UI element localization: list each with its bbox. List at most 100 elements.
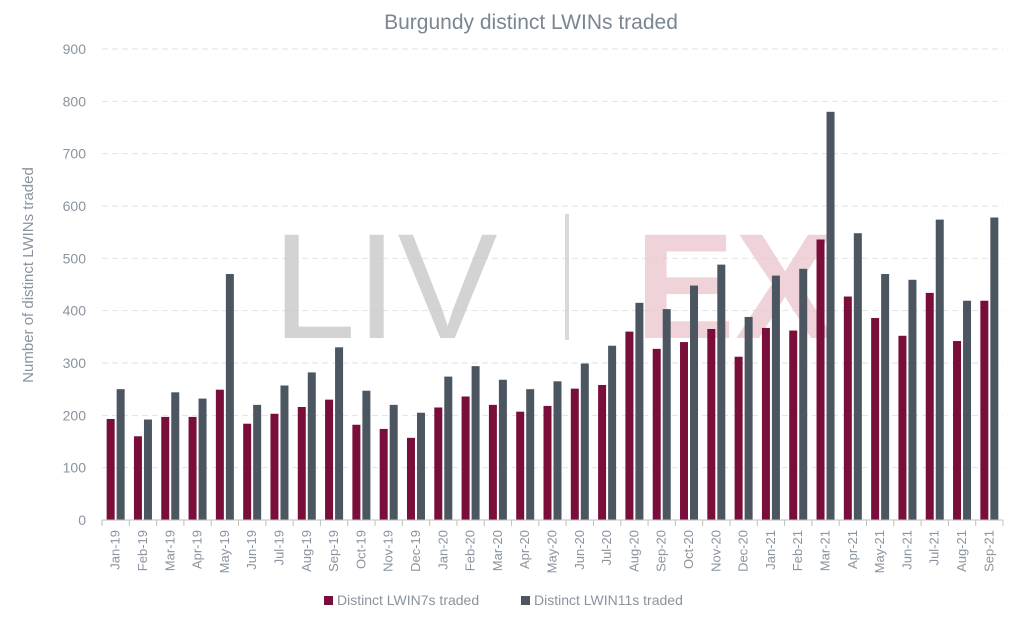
y-axis-label: Number of distinct LWINs traded xyxy=(20,167,37,383)
bar-lwin7 xyxy=(488,404,497,520)
x-tick-label: Feb-19 xyxy=(135,530,150,571)
x-tick-label: Feb-21 xyxy=(790,530,805,571)
bar-lwin7 xyxy=(325,399,334,520)
x-tick-label: Apr-19 xyxy=(190,530,205,569)
x-tick-label: Mar-21 xyxy=(818,530,833,571)
y-tick-label: 300 xyxy=(63,355,87,371)
x-tick-label: Sep-19 xyxy=(326,530,341,572)
bar-lwin7 xyxy=(598,384,607,520)
y-tick-label: 900 xyxy=(63,41,87,57)
legend-label-lwin7: Distinct LWIN7s traded xyxy=(337,592,479,608)
bar-lwin11 xyxy=(662,309,671,520)
bar-lwin7 xyxy=(106,418,115,520)
bar-lwin11 xyxy=(853,233,862,521)
bar-lwin11 xyxy=(280,385,289,520)
y-tick-label: 700 xyxy=(63,146,87,162)
bar-lwin7 xyxy=(297,406,306,520)
bar-lwin11 xyxy=(198,398,207,520)
bar-lwin11 xyxy=(744,316,753,520)
bar-lwin7 xyxy=(516,411,525,520)
x-tick-label: Mar-19 xyxy=(162,530,177,571)
bar-lwin11 xyxy=(690,285,699,520)
x-tick-label: Jun-19 xyxy=(244,530,259,570)
bar-lwin11 xyxy=(444,376,453,520)
gridlines xyxy=(102,48,1003,469)
bar-lwin7 xyxy=(843,296,852,520)
bar-lwin7 xyxy=(270,413,279,520)
y-tick-label: 100 xyxy=(63,460,87,476)
bar-lwin11 xyxy=(225,274,234,520)
bar-lwin11 xyxy=(608,345,617,520)
bar-lwin11 xyxy=(826,111,835,521)
bar-lwin11 xyxy=(881,274,890,520)
bar-lwin11 xyxy=(990,217,999,520)
bar-lwin7 xyxy=(925,292,934,520)
x-tick-label: Apr-20 xyxy=(517,530,532,569)
bar-lwin7 xyxy=(898,335,907,520)
x-tick-label: Aug-19 xyxy=(299,530,314,572)
bar-lwin7 xyxy=(980,300,989,520)
bar-lwin7 xyxy=(789,330,798,520)
x-tick-label: Sep-20 xyxy=(654,530,669,572)
bar-lwin11 xyxy=(963,300,972,520)
bar-lwin7 xyxy=(161,416,170,520)
x-tick-label: Jun-20 xyxy=(572,530,587,570)
x-tick-label: May-19 xyxy=(217,530,232,573)
x-tick-label: Apr-21 xyxy=(845,530,860,569)
bar-lwin11 xyxy=(717,264,726,520)
x-tick-label: Jul-21 xyxy=(927,530,942,565)
bar-lwin11 xyxy=(771,275,780,520)
bar-lwin11 xyxy=(526,389,535,520)
bar-lwin11 xyxy=(307,372,316,520)
legend-swatch-lwin7 xyxy=(324,596,333,605)
bar-lwin11 xyxy=(389,404,398,520)
bar-lwin11 xyxy=(143,419,152,520)
bar-lwin11 xyxy=(335,347,344,520)
bar-lwin7 xyxy=(707,328,716,520)
bar-lwin11 xyxy=(635,302,644,520)
x-tick-label: Sep-21 xyxy=(981,530,996,572)
x-tick-label: Nov-20 xyxy=(708,530,723,572)
y-tick-label: 800 xyxy=(63,93,87,109)
bar-lwin11 xyxy=(553,381,562,520)
bar-lwin7 xyxy=(953,341,962,520)
bar-lwin11 xyxy=(799,268,808,520)
x-axis-ticks: Jan-19 Feb-19 Mar-19 Apr-19 May-19 Jun-19 Jul-… xyxy=(101,520,1004,573)
bar-lwin7 xyxy=(406,437,415,520)
y-tick-label: 500 xyxy=(63,250,87,266)
x-tick-label: Feb-20 xyxy=(463,530,478,571)
x-tick-label: Oct-19 xyxy=(353,530,368,569)
bars xyxy=(106,111,999,521)
legend-label-lwin11: Distinct LWIN11s traded xyxy=(534,592,683,608)
bar-lwin11 xyxy=(171,392,180,520)
bar-lwin7 xyxy=(461,396,470,520)
bar-lwin7 xyxy=(434,407,443,520)
x-tick-label: Oct-20 xyxy=(681,530,696,569)
chart-title: Burgundy distinct LWINs traded xyxy=(384,11,678,34)
bar-lwin7 xyxy=(133,436,142,520)
x-tick-label: Jan-20 xyxy=(435,530,450,570)
x-tick-label: Jul-20 xyxy=(599,530,614,565)
bar-lwin11 xyxy=(908,279,917,520)
bar-lwin7 xyxy=(625,331,634,520)
legend: Distinct LWIN7s traded Distinct LWIN11s … xyxy=(324,592,683,608)
bar-lwin7 xyxy=(816,239,825,520)
x-tick-label: Dec-19 xyxy=(408,530,423,572)
bar-lwin11 xyxy=(580,363,589,520)
bar-lwin11 xyxy=(471,366,480,520)
bar-lwin7 xyxy=(543,405,552,520)
x-tick-label: May-21 xyxy=(872,530,887,573)
y-tick-label: 200 xyxy=(63,407,87,423)
x-tick-label: Mar-20 xyxy=(490,530,505,571)
x-tick-label: May-20 xyxy=(545,530,560,573)
x-tick-label: Jun-21 xyxy=(899,530,914,570)
bar-lwin11 xyxy=(416,412,425,520)
x-tick-label: Dec-20 xyxy=(736,530,751,572)
watermark-divider xyxy=(565,214,569,340)
bar-lwin7 xyxy=(734,356,743,520)
bar-lwin11 xyxy=(116,389,125,520)
x-tick-label: Jan-19 xyxy=(108,530,123,570)
bar-lwin7 xyxy=(243,423,252,520)
